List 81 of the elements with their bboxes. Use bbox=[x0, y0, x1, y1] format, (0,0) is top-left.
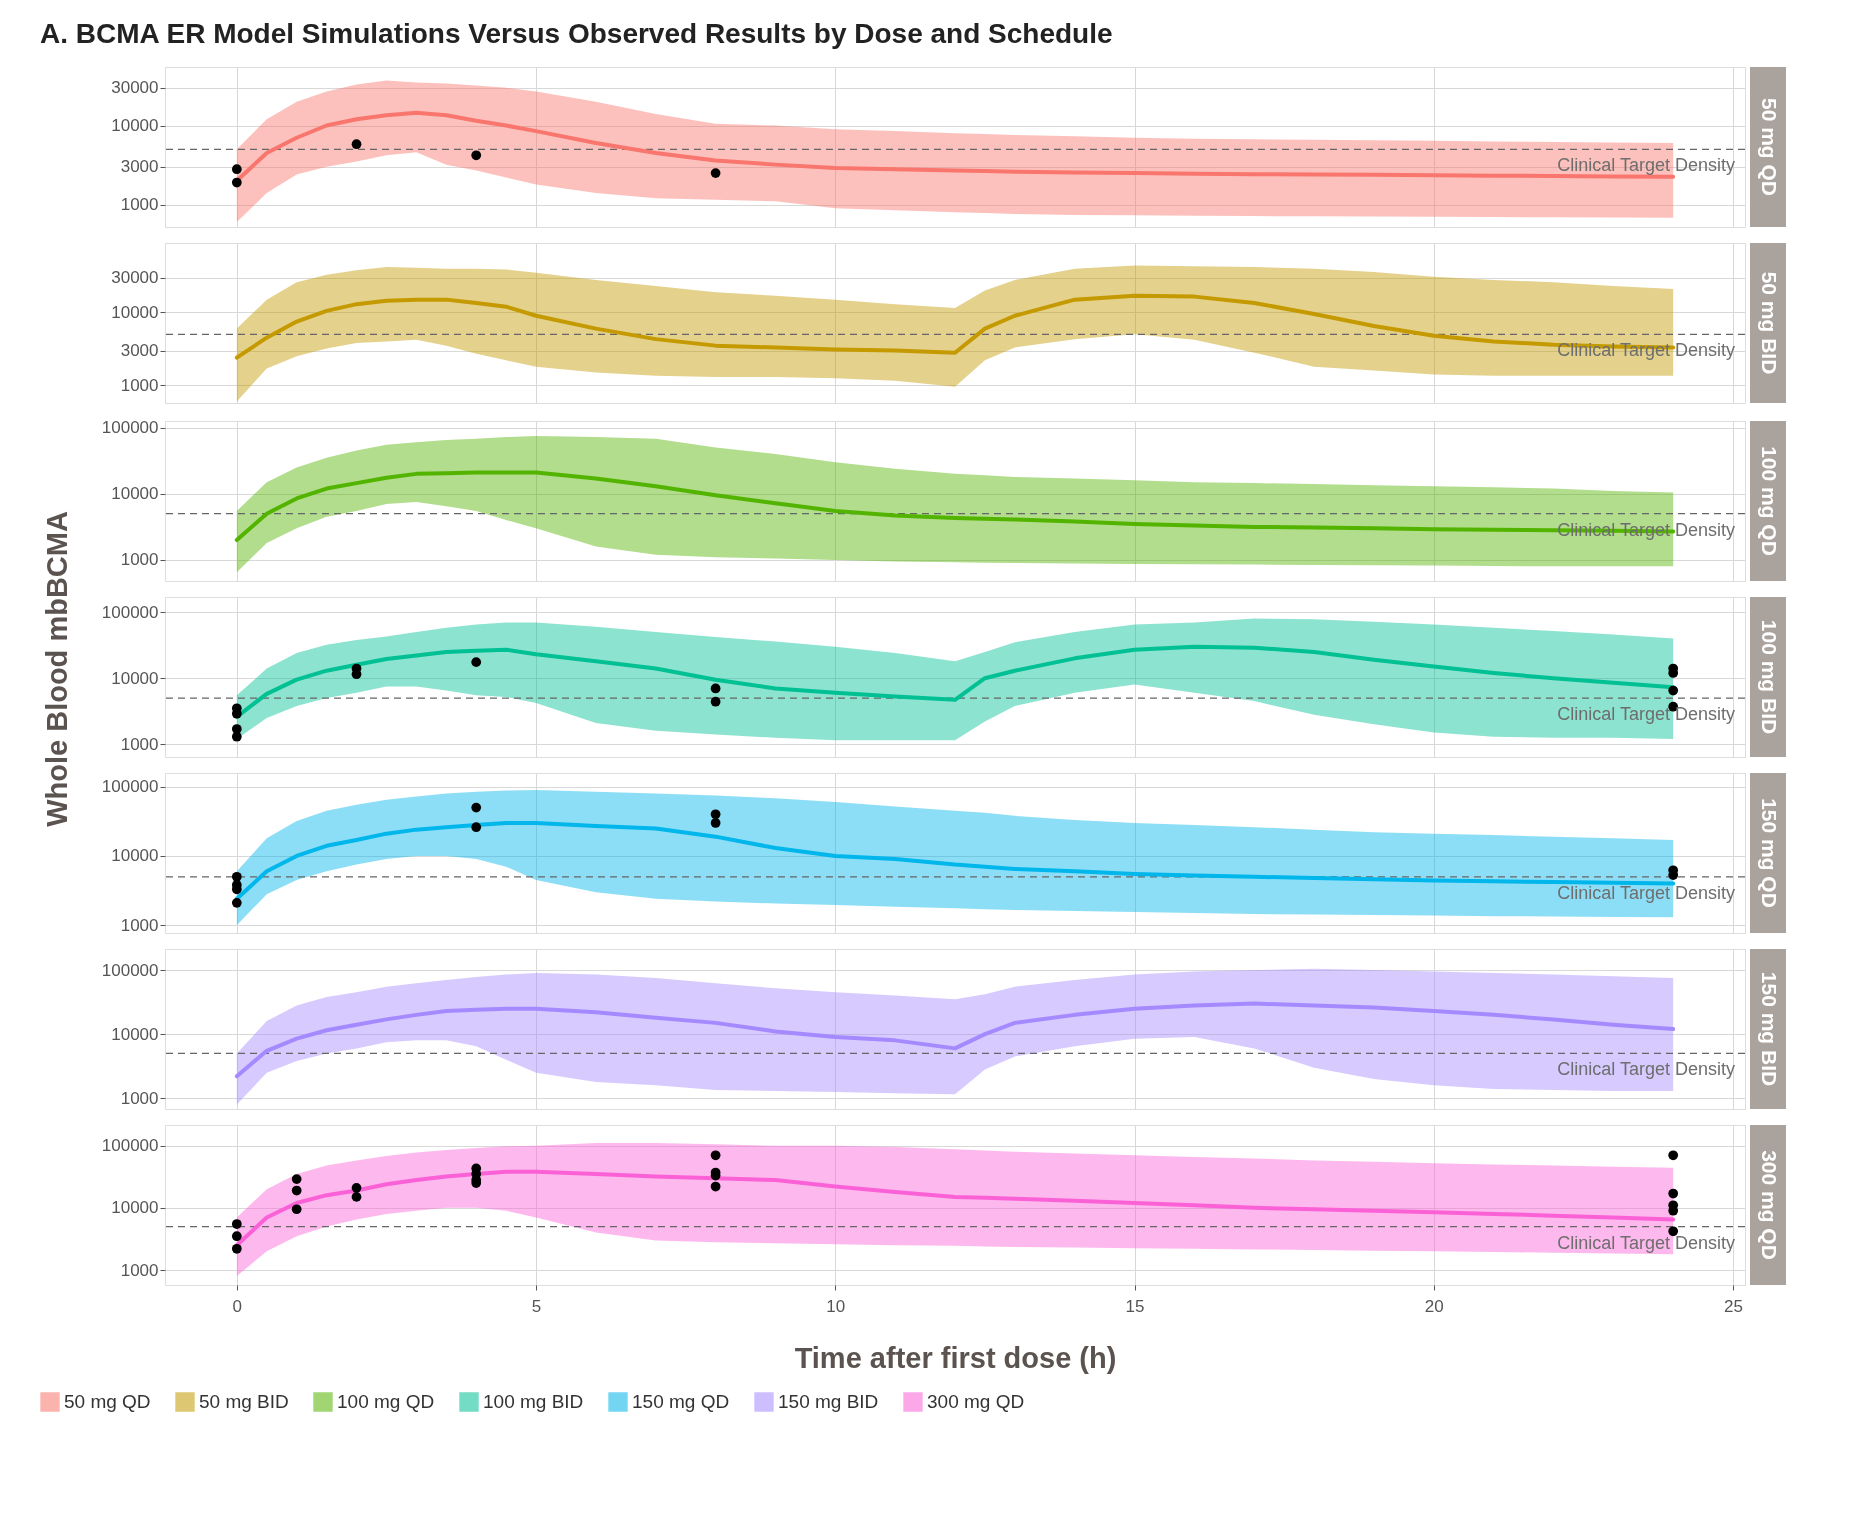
x-tick-label: 15 bbox=[1125, 1296, 1145, 1316]
point bbox=[231, 1243, 242, 1254]
y-tick-label: 100000 bbox=[101, 1136, 159, 1156]
y-tick-label: 100000 bbox=[101, 418, 159, 438]
point bbox=[1668, 1188, 1679, 1199]
y-tick-label: 30000 bbox=[111, 78, 159, 98]
y-tick-label: 1000 bbox=[120, 734, 159, 754]
y-axis-title: Whole Blood mbBCMA bbox=[41, 511, 73, 827]
x-tick-label: 0 bbox=[232, 1296, 243, 1316]
line-series bbox=[234, 1001, 1676, 1079]
y-tick-label: 100000 bbox=[101, 960, 159, 980]
y-tick-label: 1000 bbox=[120, 550, 159, 570]
ref-line-label: Clinical Target Density bbox=[1557, 704, 1735, 725]
point bbox=[231, 177, 242, 188]
point bbox=[351, 1182, 362, 1193]
y-tick-label: 1000 bbox=[120, 1088, 159, 1108]
chart-title: A. BCMA ER Model Simulations Versus Observed Results by Dose and Schedule bbox=[40, 17, 1113, 49]
text: 300 mg QD bbox=[1758, 1150, 1781, 1260]
legend-label: 50 mg QD bbox=[64, 1391, 151, 1413]
text: 150 mg BID bbox=[1758, 971, 1781, 1087]
point bbox=[231, 1231, 242, 1242]
point bbox=[710, 683, 721, 694]
legend-label: 150 mg BID bbox=[778, 1391, 879, 1413]
point bbox=[710, 696, 721, 707]
point bbox=[1668, 1226, 1679, 1237]
point bbox=[291, 1204, 302, 1215]
point bbox=[231, 897, 242, 908]
y-tick-label: 10000 bbox=[111, 302, 159, 322]
y-tick-label: 3000 bbox=[120, 341, 159, 361]
x-tick-label: 10 bbox=[826, 1296, 846, 1316]
point bbox=[710, 168, 721, 178]
text: 50 mg BID bbox=[1758, 271, 1781, 375]
ref-line-label: Clinical Target Density bbox=[1557, 155, 1735, 176]
y-tick-label: 10000 bbox=[111, 846, 159, 866]
point bbox=[710, 818, 721, 828]
y-tick-label: 10000 bbox=[111, 484, 159, 504]
ref-line-label: Clinical Target Density bbox=[1557, 1059, 1735, 1080]
y-tick-label: 10000 bbox=[111, 1198, 159, 1218]
line-series bbox=[234, 293, 1676, 360]
y-tick-label: 1000 bbox=[120, 1260, 159, 1280]
point bbox=[471, 822, 482, 833]
point bbox=[351, 139, 362, 150]
point bbox=[471, 150, 482, 161]
y-tick-label: 30000 bbox=[111, 268, 159, 288]
y-tick-label: 1000 bbox=[120, 195, 159, 215]
text: 50 mg QD bbox=[1758, 97, 1781, 197]
y-tick-label: 10000 bbox=[111, 1024, 159, 1044]
legend-label: 300 mg QD bbox=[927, 1391, 1025, 1413]
x-tick-label: 25 bbox=[1724, 1296, 1743, 1316]
y-tick-label: 1000 bbox=[120, 915, 159, 935]
legend-label: 50 mg BID bbox=[199, 1391, 289, 1413]
legend-label: 100 mg BID bbox=[483, 1391, 584, 1413]
point bbox=[1668, 1150, 1679, 1161]
point bbox=[351, 1192, 362, 1202]
legend-label: 150 mg QD bbox=[632, 1391, 730, 1413]
y-tick-label: 3000 bbox=[120, 157, 159, 177]
y-tick-label: 10000 bbox=[111, 668, 159, 688]
x-axis-title: Time after first dose (h) bbox=[794, 1341, 1117, 1374]
point bbox=[291, 1185, 302, 1196]
point bbox=[1668, 685, 1679, 696]
point bbox=[710, 809, 721, 820]
point bbox=[710, 1150, 721, 1161]
ref-line-label: Clinical Target Density bbox=[1557, 1232, 1735, 1253]
line-series bbox=[234, 470, 1676, 543]
ref-line-label: Clinical Target Density bbox=[1557, 882, 1735, 903]
text: 100 mg QD bbox=[1758, 446, 1781, 556]
legend-label: 100 mg QD bbox=[337, 1391, 435, 1413]
x-tick-label: 5 bbox=[531, 1296, 542, 1316]
point bbox=[710, 1181, 721, 1192]
y-tick-label: 1000 bbox=[120, 375, 159, 395]
text: 100 mg BID bbox=[1758, 619, 1781, 735]
point bbox=[471, 802, 482, 813]
text: 150 mg QD bbox=[1758, 798, 1781, 908]
y-tick-label: 10000 bbox=[111, 116, 159, 136]
point bbox=[231, 164, 242, 175]
point bbox=[471, 657, 482, 668]
point bbox=[231, 1219, 242, 1229]
x-tick-label: 20 bbox=[1424, 1296, 1444, 1316]
point bbox=[291, 1174, 302, 1184]
y-tick-label: 100000 bbox=[101, 777, 159, 797]
y-tick-label: 100000 bbox=[101, 602, 159, 622]
